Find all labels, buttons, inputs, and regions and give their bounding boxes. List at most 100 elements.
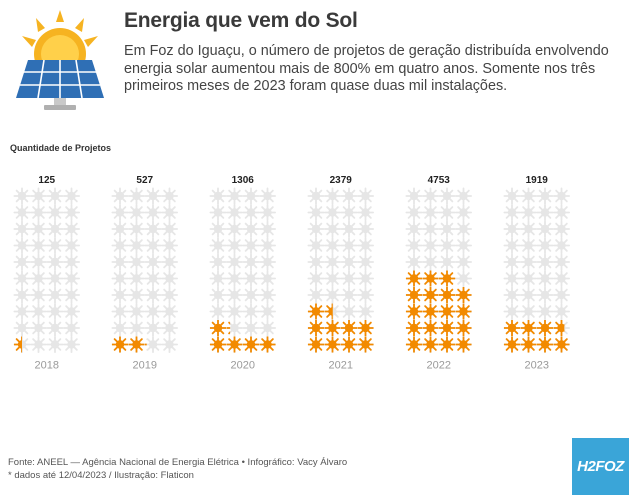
- sun-icon-empty: [553, 253, 570, 271]
- sun-icon-empty: [405, 204, 423, 221]
- sun-icon-empty: [340, 237, 358, 254]
- sun-icon: [406, 270, 422, 287]
- sun-icon-empty: [209, 204, 227, 221]
- sun-icon: [324, 303, 333, 320]
- sun-icon-empty: [242, 220, 260, 238]
- sun-icon-empty: [63, 302, 80, 321]
- sun-icon: [210, 336, 226, 353]
- sun-icon: [520, 320, 537, 336]
- sun-icon-empty: [63, 237, 80, 254]
- x-tick-label: 2021: [329, 360, 353, 372]
- sun-icon-empty: [258, 286, 277, 304]
- sun-icon-empty: [63, 335, 80, 354]
- footer: Fonte: ANEEL — Agência Nacional de Energ…: [8, 456, 347, 482]
- sun-icon: [537, 336, 553, 353]
- sun-icon-empty: [503, 270, 521, 287]
- sun-icon-empty: [29, 335, 47, 354]
- sun-icon: [14, 336, 22, 353]
- sun-icon-empty: [258, 270, 277, 287]
- sun-icon-empty: [356, 270, 375, 287]
- sun-icon-empty: [144, 187, 162, 205]
- sun-icon-empty: [225, 270, 244, 287]
- sun-icon-empty: [160, 253, 179, 271]
- sun-icon-empty: [127, 319, 146, 337]
- sun-icon-empty: [438, 237, 456, 254]
- sun-icon-empty: [520, 253, 537, 271]
- sun-icon-empty: [160, 270, 179, 287]
- solar-panel-sun-icon: [16, 10, 104, 110]
- sun-icon-empty: [46, 204, 64, 221]
- sun-icon-empty: [63, 253, 80, 271]
- footer-note: * dados até 12/04/2023 / Ilustração: Fla…: [8, 470, 194, 481]
- sun-icon-empty: [63, 187, 80, 205]
- sun-icon-empty: [127, 270, 146, 287]
- sun-icon: [324, 320, 341, 336]
- sun-icon-empty: [307, 270, 325, 287]
- sun-icon-empty: [242, 319, 260, 337]
- sun-icon-empty: [307, 253, 325, 271]
- sun-icon: [537, 320, 553, 336]
- sun-icon-empty: [111, 319, 129, 337]
- sun-icon-empty: [323, 270, 342, 287]
- sun-icon-empty: [520, 220, 537, 238]
- sun-icon-empty: [46, 286, 64, 304]
- x-tick-label: 2023: [525, 360, 549, 372]
- sun-icon-empty: [160, 220, 179, 238]
- sun-icon-empty: [503, 237, 521, 254]
- sun-icon-empty: [225, 204, 244, 221]
- sun-icon-empty: [307, 286, 325, 304]
- sun-icon-empty: [356, 237, 375, 254]
- sun-icon-empty: [29, 253, 47, 271]
- sun-icon-empty: [242, 270, 260, 287]
- sun-icon-empty: [553, 270, 570, 287]
- sun-icon-empty: [340, 220, 358, 238]
- sun-icon-empty: [111, 204, 129, 221]
- sun-icon-empty: [258, 253, 277, 271]
- sun-icon-empty: [127, 302, 146, 321]
- sun-icon-empty: [323, 286, 342, 304]
- sun-icon-empty: [209, 220, 227, 238]
- sun-icon-empty: [160, 319, 179, 337]
- brand-logo[interactable]: H2FOZ: [572, 438, 629, 495]
- sun-icon-empty: [503, 286, 521, 304]
- page-subtitle: Em Foz do Iguaçu, o número de projetos d…: [124, 43, 609, 94]
- sun-icon: [504, 320, 520, 336]
- data-label: 1919: [526, 175, 549, 186]
- data-label: 125: [38, 175, 55, 186]
- sun-icon-empty: [323, 187, 342, 205]
- sun-icon-empty: [209, 253, 227, 271]
- sun-icon-empty: [13, 253, 31, 271]
- sun-icon-empty: [454, 253, 473, 271]
- sun-icon-empty: [29, 220, 47, 238]
- sun-icon-empty: [127, 187, 146, 205]
- sun-icon-empty: [111, 237, 129, 254]
- sun-icon-empty: [46, 187, 64, 205]
- sun-icon-empty: [553, 220, 570, 238]
- sun-icon: [455, 336, 472, 353]
- sun-icon: [406, 303, 422, 320]
- sun-icon-empty: [421, 237, 440, 254]
- sun-icon-empty: [144, 335, 162, 354]
- sun-icon-empty: [340, 204, 358, 221]
- sun-icon-empty: [405, 237, 423, 254]
- sun-icon-empty: [356, 253, 375, 271]
- sun-icon-empty: [144, 220, 162, 238]
- sun-icon-empty: [307, 187, 325, 205]
- sun-icon-empty: [553, 237, 570, 254]
- sun-icon-empty: [29, 270, 47, 287]
- sun-icon-empty: [127, 237, 146, 254]
- sun-icon-empty: [209, 302, 227, 321]
- sun-icon-empty: [356, 286, 375, 304]
- sun-icon-empty: [536, 237, 554, 254]
- sun-icon: [226, 336, 243, 353]
- sun-icon-empty: [46, 270, 64, 287]
- x-tick-label: 2019: [133, 360, 157, 372]
- sun-icon-empty: [29, 286, 47, 304]
- sun-icon-empty: [356, 204, 375, 221]
- sun-icon-empty: [225, 237, 244, 254]
- sun-icon-empty: [553, 286, 570, 304]
- sun-icon-empty: [46, 220, 64, 238]
- sun-icon-empty: [111, 286, 129, 304]
- sun-icon-empty: [520, 302, 537, 321]
- sun-icon: [439, 303, 455, 320]
